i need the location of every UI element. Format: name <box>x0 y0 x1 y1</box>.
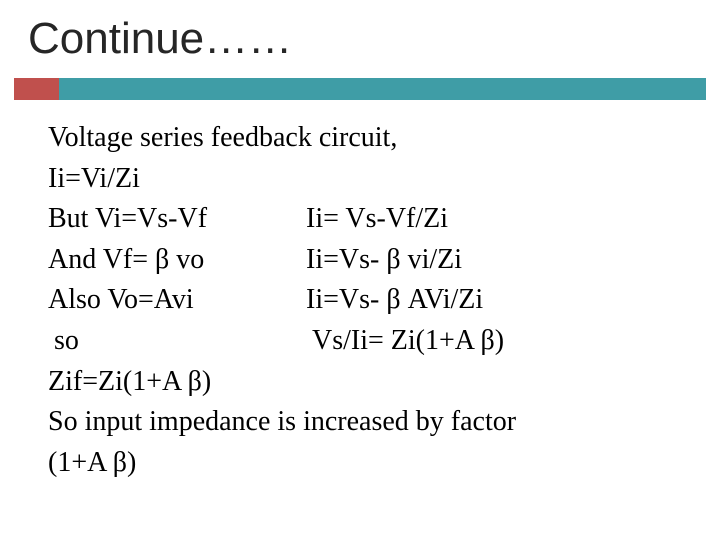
pair4-left: so <box>48 321 312 362</box>
line-zif: Zif=Zi(1+A β) <box>48 362 648 403</box>
line-intro: Voltage series feedback circuit, <box>48 118 648 159</box>
line-pair-1: But Vi=Vs-Vf Ii= Vs-Vf/Zi <box>48 199 648 240</box>
pair2-left: And Vf= β vo <box>48 240 306 281</box>
pair3-right: Ii=Vs- β AVi/Zi <box>306 280 648 321</box>
pair4-right: Vs/Ii= Zi(1+A β) <box>312 321 648 362</box>
slide: Continue…… Voltage series feedback circu… <box>0 0 720 540</box>
pair1-right: Ii= Vs-Vf/Zi <box>306 199 648 240</box>
line-eq1: Ii=Vi/Zi <box>48 159 648 200</box>
title-rule <box>0 78 720 100</box>
line-pair-2: And Vf= β vo Ii=Vs- β vi/Zi <box>48 240 648 281</box>
line-conclusion-1: So input impedance is increased by facto… <box>48 402 648 443</box>
pair3-left: Also Vo=Avi <box>48 280 306 321</box>
line-pair-3: Also Vo=Avi Ii=Vs- β AVi/Zi <box>48 280 648 321</box>
rule-accent-teal <box>59 78 706 100</box>
rule-accent-red <box>14 78 59 100</box>
body-content: Voltage series feedback circuit, Ii=Vi/Z… <box>48 118 648 483</box>
slide-title: Continue…… <box>28 14 292 64</box>
pair1-left: But Vi=Vs-Vf <box>48 199 306 240</box>
line-conclusion-2: (1+A β) <box>48 443 648 484</box>
line-pair-4: so Vs/Ii= Zi(1+A β) <box>48 321 648 362</box>
pair2-right: Ii=Vs- β vi/Zi <box>306 240 648 281</box>
